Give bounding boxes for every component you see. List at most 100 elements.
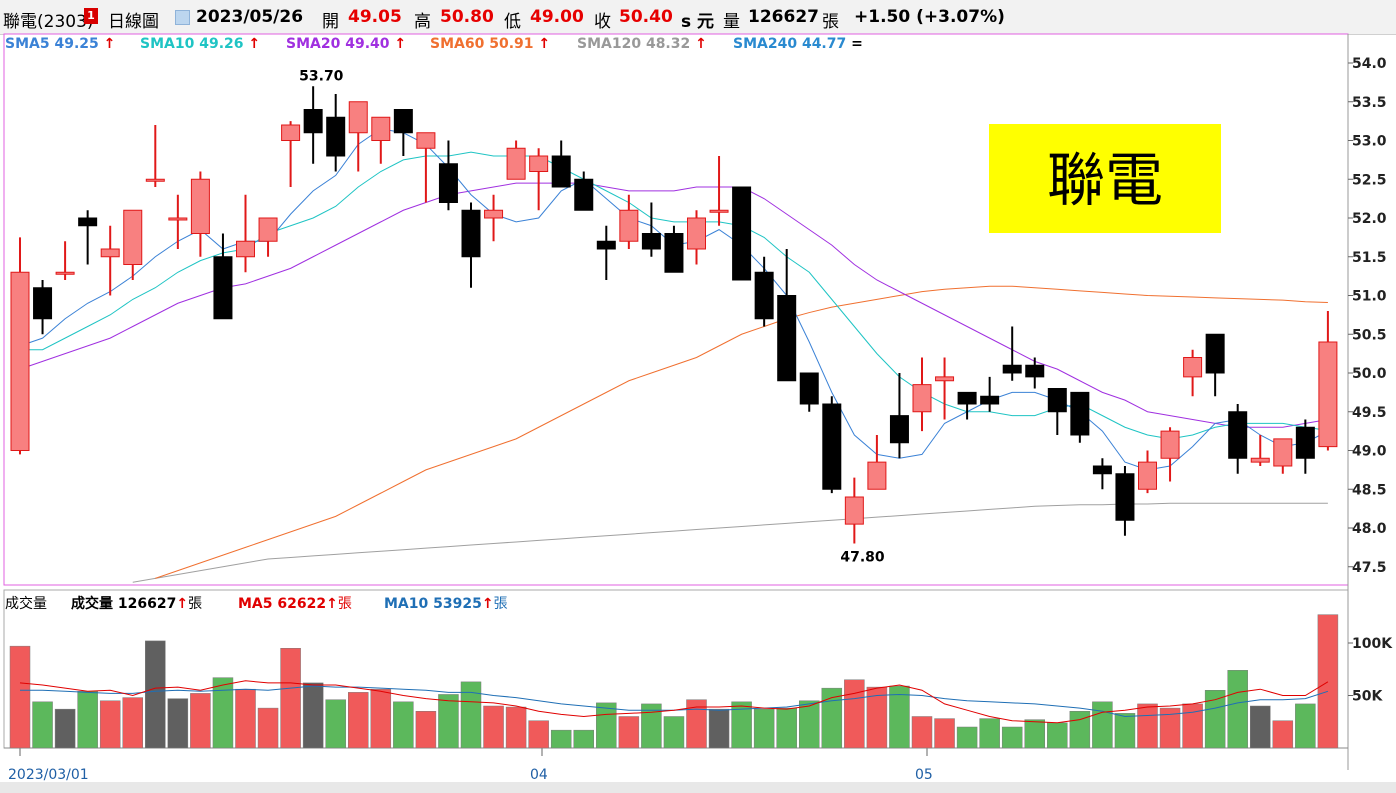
candle-body [100, 248, 120, 258]
close-label: 收 [594, 12, 611, 32]
candle-body [461, 209, 481, 258]
price-tick-label: 51.0 [1352, 289, 1387, 305]
price-tick-label: 50.5 [1352, 327, 1387, 343]
candle-body [596, 240, 616, 250]
candle-body [348, 101, 368, 134]
volume-bar [54, 708, 76, 749]
volume-bar [663, 716, 685, 749]
volume-bar [393, 701, 414, 749]
checkbox-icon[interactable] [175, 10, 190, 25]
candle-body [574, 178, 594, 211]
candle [1115, 466, 1135, 536]
volume-value: 126627 [748, 7, 819, 27]
volume-bar [415, 711, 437, 749]
candle [281, 121, 301, 187]
candle-body [33, 287, 53, 320]
candle [326, 94, 346, 172]
volume-ma10-label: MA10 53925↑張 [384, 596, 508, 612]
price-tick-label: 48.5 [1352, 482, 1387, 498]
quote-date: 2023/05/26 [196, 7, 304, 27]
candle [935, 357, 955, 420]
volume-bar [776, 707, 797, 749]
volume-bar [190, 693, 211, 749]
sma-legend-item: SMA120 48.32 ↑ [577, 36, 707, 52]
volume-bar [1047, 722, 1068, 749]
candle [236, 194, 255, 273]
candle-body [438, 163, 458, 203]
candle-body [777, 295, 797, 382]
candle [889, 373, 909, 459]
sma-legend-item: SMA5 49.25 ↑ [5, 36, 116, 52]
candle-body [641, 233, 661, 250]
volume-bar [483, 705, 504, 749]
volume-bar [528, 720, 549, 749]
volume-bar [708, 708, 730, 749]
candle [348, 101, 368, 172]
candle [867, 435, 887, 490]
volume-bar [302, 682, 324, 749]
chart-type-label[interactable]: 日線圖 [108, 12, 159, 32]
volume-bar [325, 699, 346, 749]
candle-body [1002, 364, 1022, 374]
candle-body [190, 178, 210, 234]
candle [168, 194, 188, 249]
candle-body [10, 271, 30, 451]
price-tick-label: 47.5 [1352, 560, 1387, 576]
stock-name-box-label: 聯電 [1047, 146, 1163, 214]
stock-name: 聯電(2303) [3, 12, 94, 32]
candle-body [1228, 411, 1248, 459]
candle [912, 357, 932, 432]
candle [957, 391, 977, 420]
candle-body [1115, 473, 1135, 521]
volume-bar [1001, 726, 1023, 749]
candle [732, 186, 752, 281]
volume-bar [122, 697, 143, 749]
candle [1160, 427, 1180, 482]
volume-bar [596, 702, 617, 749]
volume-panel-title: 成交量 [5, 596, 47, 612]
price-tick-label: 49.0 [1352, 444, 1387, 460]
volume-bar [145, 640, 166, 749]
candle [258, 217, 278, 257]
candle-body [281, 124, 301, 141]
candle-body [168, 217, 188, 221]
price-annotation: 53.70 [299, 68, 344, 84]
candle [529, 148, 549, 211]
candle [777, 249, 797, 382]
sma-legend-item: SMA240 44.77 = [733, 36, 863, 52]
price-tick-label: 49.5 [1352, 405, 1387, 421]
candle [1295, 419, 1315, 474]
bottom-scrollbar[interactable] [0, 782, 1396, 793]
price-tick-label: 50.0 [1352, 366, 1387, 382]
candle-body [1318, 341, 1338, 448]
volume-bar [753, 708, 775, 749]
candle-body [326, 116, 346, 157]
candle [574, 171, 594, 211]
candle [438, 140, 458, 211]
candle-body [506, 147, 526, 180]
candle-body [1295, 426, 1315, 459]
candle [664, 225, 684, 273]
candle [1002, 326, 1022, 381]
candle-body [123, 209, 143, 265]
low-value: 49.00 [530, 7, 584, 27]
candle-body [303, 109, 323, 134]
candle-body [912, 384, 932, 413]
alert-badge: 1 [84, 8, 98, 24]
x-tick-label: 05 [915, 767, 933, 783]
volume-tick-label: 100K [1352, 636, 1393, 652]
candle [416, 132, 436, 203]
volume-bar [1069, 711, 1091, 749]
volume-bar [821, 687, 843, 749]
header-bar: 聯電(2303) 1 日線圖 2023/05/26 開 49.05 高 50.8… [0, 0, 1396, 35]
volume-bar [32, 701, 53, 749]
currency-label: s 元 [681, 12, 715, 32]
candle [551, 140, 571, 188]
candle [484, 194, 504, 242]
candle [1070, 391, 1090, 443]
volume-bar [167, 698, 189, 749]
high-label: 高 [414, 12, 431, 32]
volume-bar [1227, 670, 1248, 749]
candle [123, 209, 143, 280]
